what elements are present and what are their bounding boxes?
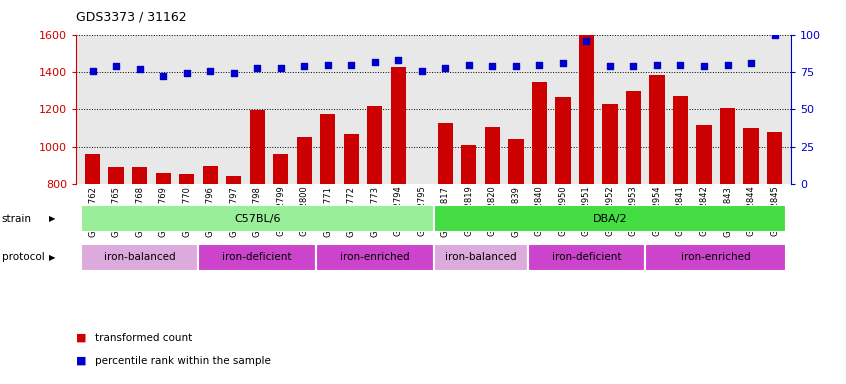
- Point: [697, 63, 711, 69]
- Point: [556, 60, 569, 66]
- Point: [651, 61, 664, 68]
- Point: [157, 73, 170, 79]
- Point: [133, 66, 146, 72]
- Bar: [226, 175, 241, 184]
- Bar: [696, 125, 711, 184]
- Bar: [391, 67, 406, 184]
- Text: iron-enriched: iron-enriched: [340, 252, 409, 262]
- Bar: [508, 139, 524, 184]
- Point: [85, 68, 99, 74]
- Bar: [316, 244, 433, 271]
- Point: [227, 70, 240, 76]
- Point: [509, 63, 523, 69]
- Point: [392, 57, 405, 63]
- Point: [203, 68, 217, 74]
- Bar: [85, 154, 100, 184]
- Text: protocol: protocol: [2, 252, 45, 262]
- Bar: [297, 137, 312, 184]
- Bar: [555, 97, 570, 184]
- Point: [274, 65, 288, 71]
- Text: iron-deficient: iron-deficient: [552, 252, 621, 262]
- Text: percentile rank within the sample: percentile rank within the sample: [95, 356, 271, 366]
- Point: [180, 70, 194, 76]
- Point: [438, 65, 452, 71]
- Point: [462, 61, 475, 68]
- Bar: [108, 167, 124, 184]
- Text: GDS3373 / 31162: GDS3373 / 31162: [76, 10, 187, 23]
- Text: iron-balanced: iron-balanced: [104, 252, 175, 262]
- Bar: [199, 244, 316, 271]
- Text: ▶: ▶: [49, 253, 56, 262]
- Bar: [673, 96, 688, 184]
- Bar: [132, 167, 147, 184]
- Text: iron-balanced: iron-balanced: [445, 252, 516, 262]
- Bar: [485, 127, 500, 184]
- Text: transformed count: transformed count: [95, 333, 192, 343]
- Text: ■: ■: [76, 356, 86, 366]
- Point: [603, 63, 617, 69]
- Bar: [767, 132, 783, 184]
- Point: [486, 63, 499, 69]
- Point: [109, 63, 123, 69]
- Text: C57BL/6: C57BL/6: [234, 214, 281, 224]
- Bar: [461, 145, 476, 184]
- Text: DBA/2: DBA/2: [593, 214, 627, 224]
- Bar: [156, 174, 171, 184]
- Bar: [202, 166, 217, 184]
- Bar: [650, 75, 665, 184]
- Bar: [179, 174, 195, 184]
- Bar: [433, 205, 786, 232]
- Bar: [367, 106, 382, 184]
- Text: iron-enriched: iron-enriched: [681, 252, 750, 262]
- Text: ▶: ▶: [49, 214, 56, 223]
- Point: [415, 68, 429, 74]
- Bar: [320, 114, 335, 184]
- Text: strain: strain: [2, 214, 31, 224]
- Text: iron-deficient: iron-deficient: [222, 252, 292, 262]
- Bar: [528, 244, 645, 271]
- Bar: [579, 35, 594, 184]
- Point: [298, 63, 311, 69]
- Bar: [645, 244, 786, 271]
- Point: [744, 60, 758, 66]
- Bar: [273, 154, 288, 184]
- Point: [580, 38, 593, 44]
- Point: [533, 61, 547, 68]
- Bar: [744, 128, 759, 184]
- Point: [721, 61, 734, 68]
- Point: [368, 58, 382, 65]
- Point: [321, 61, 334, 68]
- Text: ■: ■: [76, 333, 86, 343]
- Bar: [81, 244, 199, 271]
- Bar: [343, 134, 359, 184]
- Point: [627, 63, 640, 69]
- Point: [768, 31, 782, 38]
- Point: [344, 61, 358, 68]
- Bar: [81, 205, 433, 232]
- Point: [673, 61, 687, 68]
- Point: [250, 65, 264, 71]
- Bar: [250, 110, 265, 184]
- Bar: [433, 244, 528, 271]
- Bar: [602, 104, 618, 184]
- Bar: [437, 122, 453, 184]
- Bar: [626, 91, 641, 184]
- Bar: [532, 82, 547, 184]
- Bar: [720, 108, 735, 184]
